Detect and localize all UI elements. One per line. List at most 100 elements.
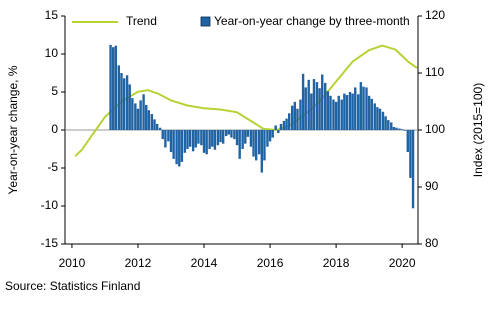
bar xyxy=(384,116,387,130)
bar xyxy=(340,99,343,130)
bar xyxy=(158,127,162,130)
bar xyxy=(279,123,283,130)
bar xyxy=(285,118,288,130)
bar xyxy=(321,74,324,130)
bar xyxy=(307,79,310,130)
bar xyxy=(109,44,112,130)
bar xyxy=(293,101,297,130)
bar xyxy=(235,130,239,146)
bar xyxy=(337,95,340,130)
bar xyxy=(191,130,195,152)
y2-tick-label: 110 xyxy=(425,65,444,79)
bar xyxy=(219,130,222,143)
y-tick-label: -10 xyxy=(41,198,59,212)
bar xyxy=(249,130,253,147)
bar xyxy=(244,130,247,144)
bar xyxy=(134,103,137,130)
bar xyxy=(332,99,335,130)
legend-label: Trend xyxy=(126,14,157,28)
bar xyxy=(299,99,302,130)
bar xyxy=(387,120,390,130)
bar xyxy=(411,130,415,209)
x-tick-label: 2012 xyxy=(125,256,152,270)
bar xyxy=(188,130,192,147)
bar xyxy=(367,95,371,130)
bar xyxy=(211,130,214,147)
bar xyxy=(200,130,203,146)
bar xyxy=(376,107,379,130)
bar xyxy=(155,123,159,130)
bar xyxy=(357,94,360,130)
bar xyxy=(142,94,145,130)
bar xyxy=(282,120,286,130)
bar xyxy=(230,130,233,138)
bar xyxy=(178,130,181,167)
bar xyxy=(312,79,316,130)
y2-tick-label: 90 xyxy=(425,179,439,193)
bar xyxy=(268,130,272,142)
bar xyxy=(398,128,401,130)
y-tick-label: 10 xyxy=(45,46,59,60)
y2-axis-label: Index (2015=100) xyxy=(471,83,485,177)
bar xyxy=(373,103,376,130)
bar xyxy=(324,82,327,130)
bar xyxy=(392,126,396,130)
bar xyxy=(343,93,346,130)
bar xyxy=(362,86,365,130)
y2-tick-label: 120 xyxy=(425,8,445,22)
bar xyxy=(224,130,228,137)
bar xyxy=(334,101,338,130)
bar xyxy=(153,119,156,130)
bar xyxy=(233,130,236,140)
bar xyxy=(296,108,299,130)
x-tick-label: 2014 xyxy=(191,256,218,270)
bar xyxy=(254,130,258,161)
x-tick-label: 2018 xyxy=(323,256,350,270)
y-tick-label: -5 xyxy=(47,160,58,174)
bar xyxy=(359,82,363,130)
bar xyxy=(345,95,349,130)
bar xyxy=(260,130,264,173)
bar xyxy=(114,45,118,130)
bar xyxy=(164,130,167,148)
y-tick-label: 0 xyxy=(51,122,58,136)
bar xyxy=(400,129,404,130)
bar xyxy=(274,125,277,130)
bar xyxy=(365,87,368,130)
bar xyxy=(378,108,382,130)
bar xyxy=(288,113,291,130)
bar xyxy=(150,114,154,130)
bar xyxy=(167,130,170,142)
bar xyxy=(194,130,197,148)
bar xyxy=(326,91,330,130)
bar xyxy=(202,130,206,153)
bar xyxy=(277,130,280,134)
bar xyxy=(348,92,352,130)
bar xyxy=(301,73,305,130)
bar xyxy=(241,130,244,149)
x-tick-label: 2016 xyxy=(257,256,284,270)
bar xyxy=(290,105,294,130)
bar xyxy=(213,130,217,150)
bar xyxy=(263,130,266,161)
bar xyxy=(409,130,412,178)
bar xyxy=(112,47,115,130)
legend-label: Year-on-year change by three-month xyxy=(214,14,410,28)
bar xyxy=(246,130,250,137)
y-tick-label: 5 xyxy=(51,84,58,98)
bar xyxy=(310,93,313,130)
bar xyxy=(175,130,178,165)
legend-swatch xyxy=(200,16,211,27)
bar xyxy=(131,98,134,130)
bar xyxy=(147,110,151,130)
bar xyxy=(354,87,357,130)
source: Source: Statistics Finland xyxy=(5,279,140,293)
y-tick-label: -15 xyxy=(41,236,59,250)
bar xyxy=(208,130,211,149)
y2-tick-label: 100 xyxy=(425,122,445,136)
x-tick-label: 2020 xyxy=(389,256,416,270)
bar xyxy=(180,130,184,162)
bar xyxy=(172,130,175,159)
bar xyxy=(390,122,393,130)
